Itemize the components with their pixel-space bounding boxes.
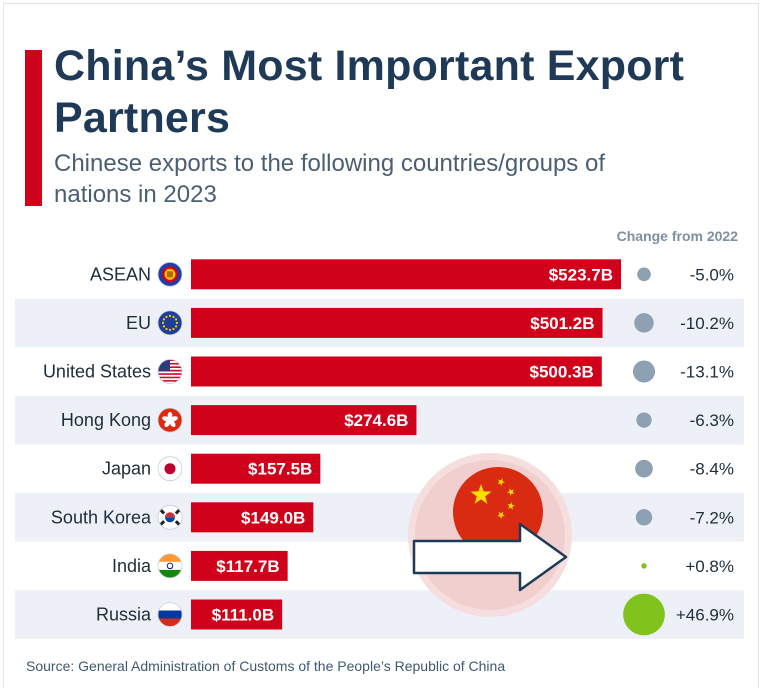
chart-row: United States $500.3B -13.1% — [43, 356, 734, 387]
us-flag-icon — [157, 359, 183, 384]
change-label: -5.0% — [690, 265, 734, 284]
category-label: Hong Kong — [61, 410, 151, 430]
bar-value-label: $523.7B — [549, 265, 613, 284]
south-korea-flag-icon — [157, 504, 183, 530]
export-bar — [191, 307, 603, 338]
export-bar — [191, 502, 314, 533]
export-arrow — [412, 522, 568, 592]
row-band — [15, 590, 744, 639]
category-label: South Korea — [51, 507, 152, 527]
change-label: -6.3% — [690, 411, 734, 430]
bar-value-label: $157.5B — [248, 460, 312, 479]
change-bubble — [623, 593, 665, 636]
chart-row: Russia $111.0B +46.9% — [96, 593, 734, 636]
eu-flag-icon — [157, 310, 183, 336]
chart-row: Japan $157.5B -8.4% — [102, 453, 734, 484]
change-label: +46.9% — [676, 606, 734, 625]
chart-frame — [3, 3, 759, 688]
chart-subtitle: Chinese exports to the following countri… — [54, 150, 605, 208]
chart-row: Hong Kong $274.6B -6.3% — [61, 405, 734, 436]
chart-row: India $117.7B +0.8% — [112, 550, 734, 581]
change-bubble — [637, 267, 651, 282]
chart-row: ASEAN $523.7B -5.0% — [90, 259, 734, 290]
bar-value-label: $149.0B — [241, 508, 305, 527]
export-bar — [191, 259, 621, 290]
change-column-header: Change from 2022 — [616, 228, 738, 244]
change-bubble — [635, 509, 653, 526]
asean-flag-icon — [157, 261, 183, 287]
change-label: -7.2% — [690, 508, 734, 527]
bar-value-label: $501.2B — [530, 314, 594, 333]
japan-flag-icon — [157, 456, 183, 482]
category-label: United States — [43, 362, 151, 382]
bar-value-label: $117.7B — [216, 557, 279, 576]
change-bubble — [636, 412, 652, 428]
change-label: -8.4% — [690, 460, 734, 479]
change-bubble — [641, 563, 647, 569]
chart-title: China’s Most Important Export Partners — [54, 42, 685, 142]
category-label: Russia — [96, 605, 152, 625]
category-label: ASEAN — [90, 264, 151, 284]
india-flag-icon — [157, 553, 183, 579]
source-note: Source: General Administration of Custom… — [26, 658, 506, 674]
bar-value-label: $111.0B — [212, 606, 274, 625]
flag-star — [507, 488, 515, 496]
category-label: EU — [126, 313, 151, 333]
category-label: India — [112, 556, 152, 576]
flag-star — [507, 502, 515, 510]
flag-star — [497, 511, 505, 519]
export-bar — [191, 405, 417, 436]
change-label: +0.8% — [685, 557, 734, 576]
change-bubble — [634, 313, 654, 333]
russia-flag-icon — [157, 602, 183, 627]
export-bar — [191, 550, 288, 581]
export-bar — [191, 453, 321, 484]
flag-star — [497, 478, 505, 486]
change-label: -10.2% — [680, 314, 734, 333]
bar-value-label: $500.3B — [530, 363, 594, 382]
flag-star — [470, 484, 492, 504]
row-band — [15, 493, 744, 542]
bar-value-label: $274.6B — [344, 411, 408, 430]
change-bubble — [632, 360, 656, 383]
china-flag-with-export-arrow-icon — [408, 453, 572, 617]
change-bubble — [635, 459, 653, 478]
export-bar — [191, 599, 283, 630]
change-label: -13.1% — [680, 363, 734, 382]
chart-row: South Korea $149.0B -7.2% — [51, 502, 734, 533]
chart-row: EU $501.2B -10.2% — [126, 307, 734, 338]
title-accent-bar — [25, 50, 42, 206]
hong-kong-flag-icon — [157, 407, 183, 433]
category-label: Japan — [102, 459, 151, 479]
export-bar — [191, 356, 602, 387]
